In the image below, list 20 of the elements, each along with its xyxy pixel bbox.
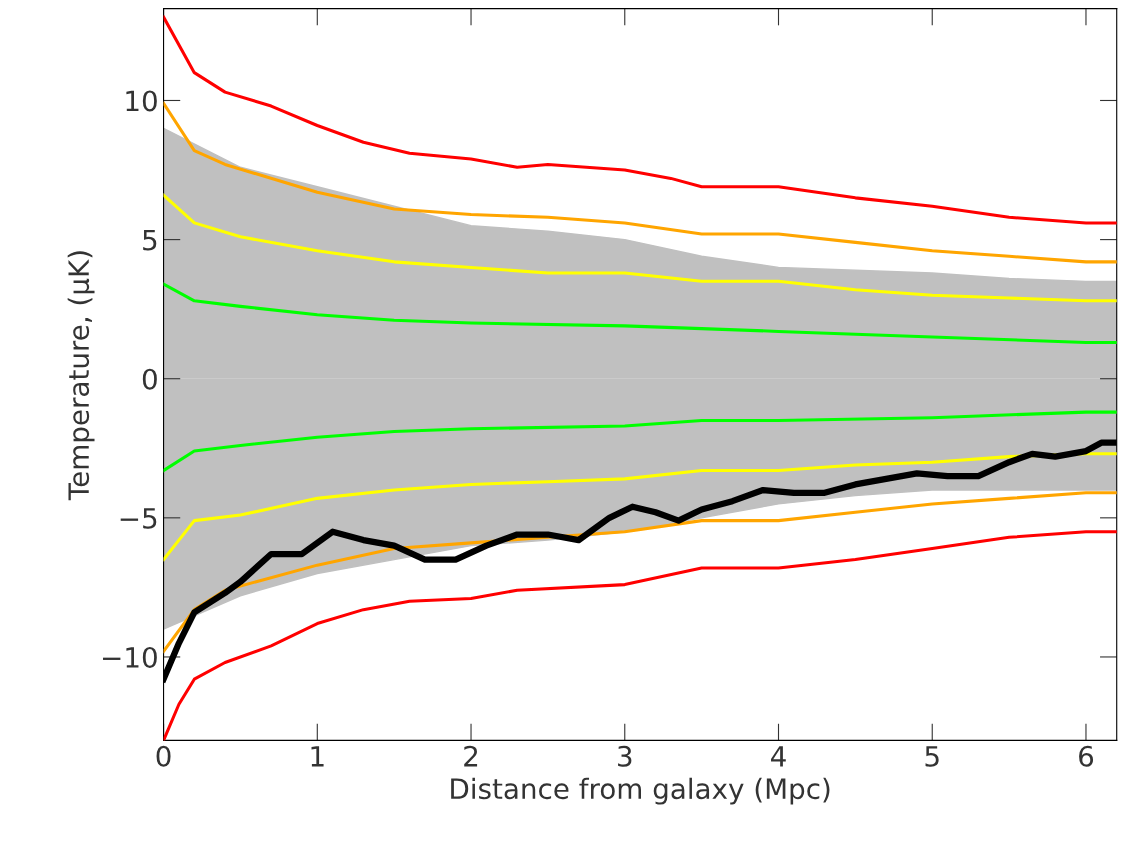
x-axis-title: Distance from galaxy (Mpc) <box>451 777 830 805</box>
line-series <box>163 101 1117 264</box>
y-tick-label: 10 <box>126 90 157 112</box>
x-tick-label: 1 <box>311 746 324 767</box>
line-series <box>163 15 1117 225</box>
x-tick-label: 3 <box>618 745 632 767</box>
x-tick-label: 0 <box>156 745 171 767</box>
x-tick-label: 2 <box>464 745 478 767</box>
line-series <box>163 193 1117 303</box>
line-series <box>163 452 1117 562</box>
y-tick-label: 5 <box>143 229 157 251</box>
y-axis-title: Temperature, (μK) <box>67 251 95 501</box>
y-tick-label: 0 <box>142 368 157 390</box>
line-series <box>163 282 1117 345</box>
line-series <box>163 410 1117 473</box>
y-tick-label: −5 <box>120 508 157 529</box>
x-tick-label: 5 <box>925 746 939 767</box>
y-tick-label: −10 <box>103 646 157 668</box>
x-tick-label: 4 <box>771 746 786 767</box>
x-tick-label: 6 <box>1079 745 1094 767</box>
